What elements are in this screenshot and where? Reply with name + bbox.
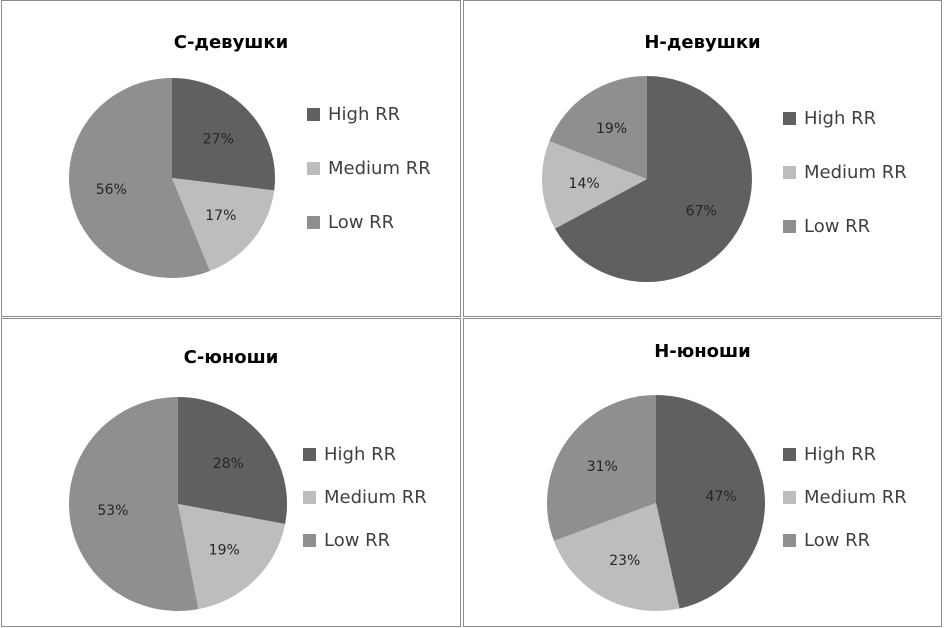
chart-title: С-юноши bbox=[183, 347, 279, 368]
legend-label: Medium RR bbox=[328, 158, 431, 179]
legend-swatch bbox=[307, 162, 320, 175]
chart-panel-s-girls: С-девушки 27% 17% 56% High RR Medium RR Lo… bbox=[1, 0, 461, 317]
pie-slice-label: 56% bbox=[96, 182, 127, 198]
legend-swatch bbox=[303, 534, 316, 547]
pie-slice-label: 27% bbox=[203, 131, 234, 147]
pie-slice-label: 53% bbox=[97, 503, 128, 519]
chart-panel-n-girls: Н-девушки 67% 14% 19% High RR Medium RR Lo… bbox=[463, 0, 942, 317]
legend-label: Low RR bbox=[324, 530, 391, 551]
legend-label: High RR bbox=[324, 444, 397, 465]
legend-label: Low RR bbox=[328, 212, 395, 233]
pie-slice-low-rr bbox=[549, 76, 647, 179]
pie-chart: 67% 14% 19% bbox=[542, 76, 752, 282]
pie-slice-label: 28% bbox=[213, 456, 244, 472]
pie-slice-label: 14% bbox=[569, 176, 600, 192]
pie-slice-low-rr bbox=[68, 78, 210, 278]
legend-label: Low RR bbox=[804, 530, 871, 551]
pie-slice-label: 23% bbox=[609, 553, 640, 569]
legend-swatch bbox=[783, 448, 796, 461]
chart-title: Н-юноши bbox=[654, 341, 751, 362]
pie-slice-label: 19% bbox=[596, 121, 627, 137]
chart-title: Н-девушки bbox=[644, 32, 761, 53]
pie-slice-high-rr bbox=[172, 78, 275, 191]
legend-label: High RR bbox=[804, 444, 877, 465]
pie-slice-medium-rr bbox=[553, 503, 680, 611]
pie-slice-label: 31% bbox=[587, 459, 618, 475]
pie-slice-low-rr bbox=[68, 397, 199, 611]
pie-slice-low-rr bbox=[547, 395, 656, 541]
pie-slice-medium-rr bbox=[542, 141, 647, 229]
pie-chart: 27% 17% 56% bbox=[68, 78, 275, 278]
pie-slice-medium-rr bbox=[178, 504, 286, 610]
legend-swatch bbox=[783, 166, 796, 179]
pie-chart: 47% 23% 31% bbox=[547, 395, 765, 611]
legend-label: High RR bbox=[804, 108, 877, 129]
pie-slice-high-rr bbox=[656, 395, 765, 609]
legend-swatch bbox=[303, 448, 316, 461]
legend-label: Low RR bbox=[804, 216, 871, 237]
legend-swatch bbox=[307, 108, 320, 121]
legend-swatch bbox=[783, 220, 796, 233]
legend-label: Medium RR bbox=[804, 487, 907, 508]
pie-slice-high-rr bbox=[554, 76, 752, 282]
legend-swatch bbox=[783, 491, 796, 504]
legend-swatch bbox=[307, 216, 320, 229]
legend-swatch bbox=[303, 491, 316, 504]
pie-slice-medium-rr bbox=[172, 178, 275, 271]
chart-panel-n-boys: Н-юноши 47% 23% 31% High RR Medium RR Low … bbox=[463, 318, 942, 627]
pie-slice-high-rr bbox=[178, 397, 287, 525]
legend-swatch bbox=[783, 534, 796, 547]
legend-label: Medium RR bbox=[324, 487, 427, 508]
pie-slice-label: 19% bbox=[209, 542, 240, 558]
legend-label: Medium RR bbox=[804, 162, 907, 183]
legend-label: High RR bbox=[328, 104, 401, 125]
chart-title: С-девушки bbox=[173, 32, 289, 53]
chart-panel-s-boys: С-юноши 28% 19% 53% High RR Medium RR Low … bbox=[1, 318, 461, 627]
pie-slice-label: 17% bbox=[205, 208, 236, 224]
pie-chart: 28% 19% 53% bbox=[68, 397, 287, 611]
pie-slice-label: 47% bbox=[705, 489, 736, 505]
pie-slice-label: 67% bbox=[686, 203, 717, 219]
legend-swatch bbox=[783, 112, 796, 125]
